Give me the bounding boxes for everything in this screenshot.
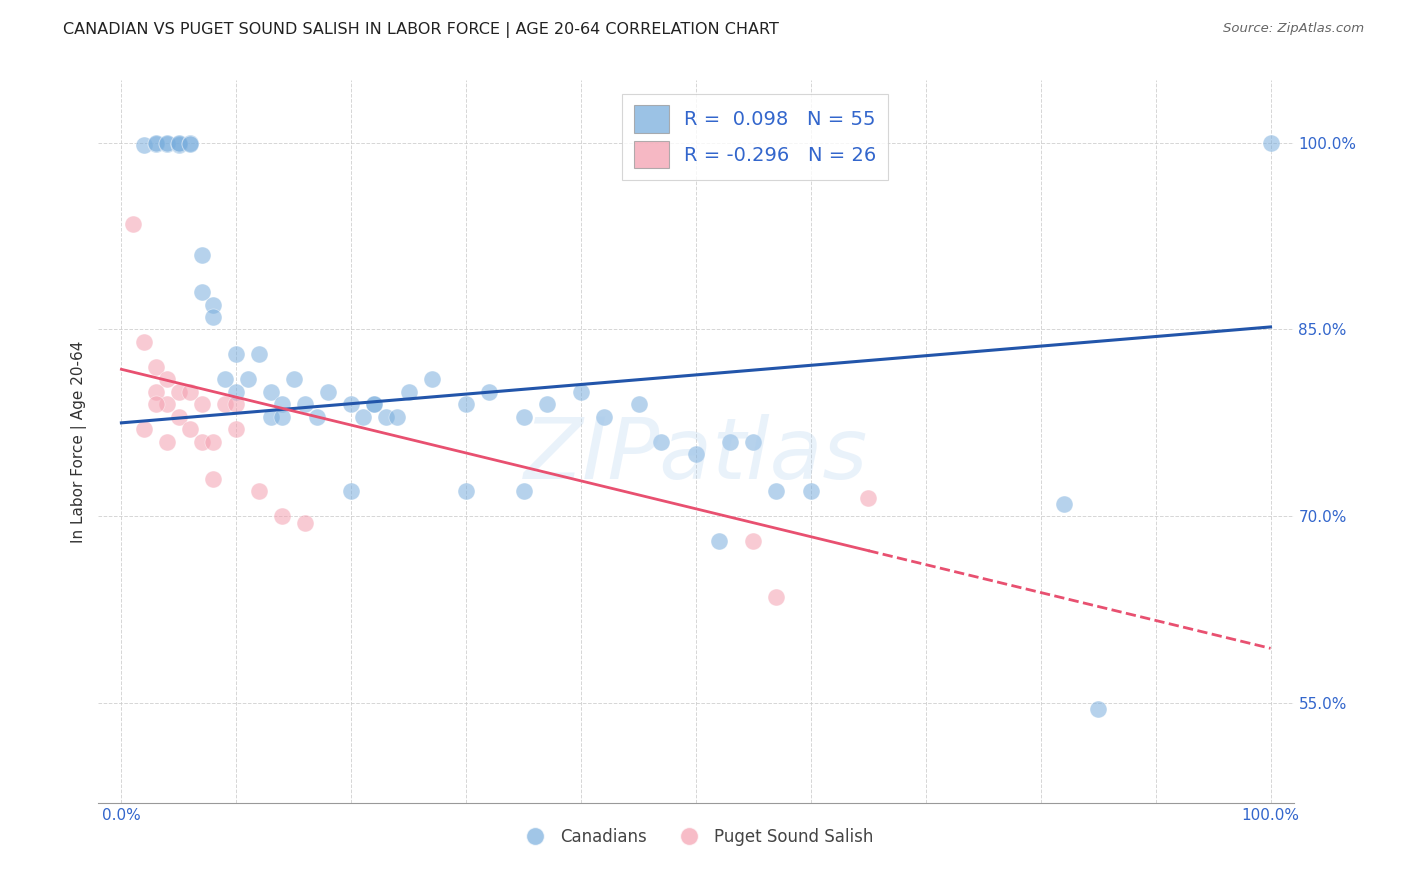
Point	[145, 136, 167, 150]
Point	[1087, 702, 1109, 716]
Point	[800, 484, 823, 499]
Point	[1260, 136, 1282, 150]
Point	[685, 447, 707, 461]
Point	[374, 409, 396, 424]
Point	[260, 384, 283, 399]
Point	[650, 434, 672, 449]
Point	[260, 409, 283, 424]
Point	[305, 409, 328, 424]
Point	[340, 484, 363, 499]
Point	[316, 384, 339, 399]
Point	[456, 397, 478, 411]
Point	[122, 217, 145, 231]
Y-axis label: In Labor Force | Age 20-64: In Labor Force | Age 20-64	[72, 341, 87, 542]
Point	[191, 397, 214, 411]
Point	[179, 136, 201, 151]
Point	[167, 138, 190, 153]
Point	[191, 434, 214, 449]
Point	[167, 136, 190, 150]
Point	[179, 422, 201, 436]
Point	[247, 347, 270, 361]
Point	[191, 248, 214, 262]
Point	[363, 397, 385, 411]
Point	[294, 397, 316, 411]
Point	[271, 397, 294, 411]
Point	[225, 347, 247, 361]
Point	[271, 509, 294, 524]
Text: Source: ZipAtlas.com: Source: ZipAtlas.com	[1223, 22, 1364, 36]
Point	[225, 384, 247, 399]
Point	[214, 397, 236, 411]
Point	[134, 334, 156, 349]
Legend: Canadians, Puget Sound Salish: Canadians, Puget Sound Salish	[512, 821, 880, 852]
Point	[145, 397, 167, 411]
Point	[385, 409, 409, 424]
Point	[179, 384, 201, 399]
Text: ZIPatlas: ZIPatlas	[524, 415, 868, 498]
Point	[134, 422, 156, 436]
Point	[593, 409, 616, 424]
Point	[512, 484, 534, 499]
Point	[294, 516, 316, 530]
Point	[156, 136, 179, 151]
Point	[352, 409, 374, 424]
Text: CANADIAN VS PUGET SOUND SALISH IN LABOR FORCE | AGE 20-64 CORRELATION CHART: CANADIAN VS PUGET SOUND SALISH IN LABOR …	[63, 22, 779, 38]
Point	[145, 136, 167, 151]
Point	[512, 409, 534, 424]
Point	[134, 138, 156, 153]
Point	[179, 136, 201, 150]
Point	[707, 534, 730, 549]
Point	[167, 409, 190, 424]
Point	[627, 397, 650, 411]
Point	[363, 397, 385, 411]
Point	[145, 384, 167, 399]
Point	[156, 434, 179, 449]
Point	[420, 372, 443, 386]
Point	[214, 372, 236, 386]
Point	[156, 372, 179, 386]
Point	[742, 534, 765, 549]
Point	[340, 397, 363, 411]
Point	[283, 372, 305, 386]
Point	[858, 491, 880, 505]
Point	[202, 472, 225, 486]
Point	[225, 422, 247, 436]
Point	[202, 310, 225, 324]
Point	[247, 484, 270, 499]
Point	[536, 397, 558, 411]
Point	[156, 397, 179, 411]
Point	[202, 297, 225, 311]
Point	[167, 384, 190, 399]
Point	[145, 359, 167, 374]
Point	[742, 434, 765, 449]
Point	[1053, 497, 1076, 511]
Point	[765, 484, 787, 499]
Point	[720, 434, 742, 449]
Point	[765, 591, 787, 605]
Point	[167, 136, 190, 151]
Point	[271, 409, 294, 424]
Point	[478, 384, 501, 399]
Point	[225, 397, 247, 411]
Point	[569, 384, 592, 399]
Point	[202, 434, 225, 449]
Point	[191, 285, 214, 299]
Point	[156, 136, 179, 150]
Point	[236, 372, 259, 386]
Point	[398, 384, 420, 399]
Point	[456, 484, 478, 499]
